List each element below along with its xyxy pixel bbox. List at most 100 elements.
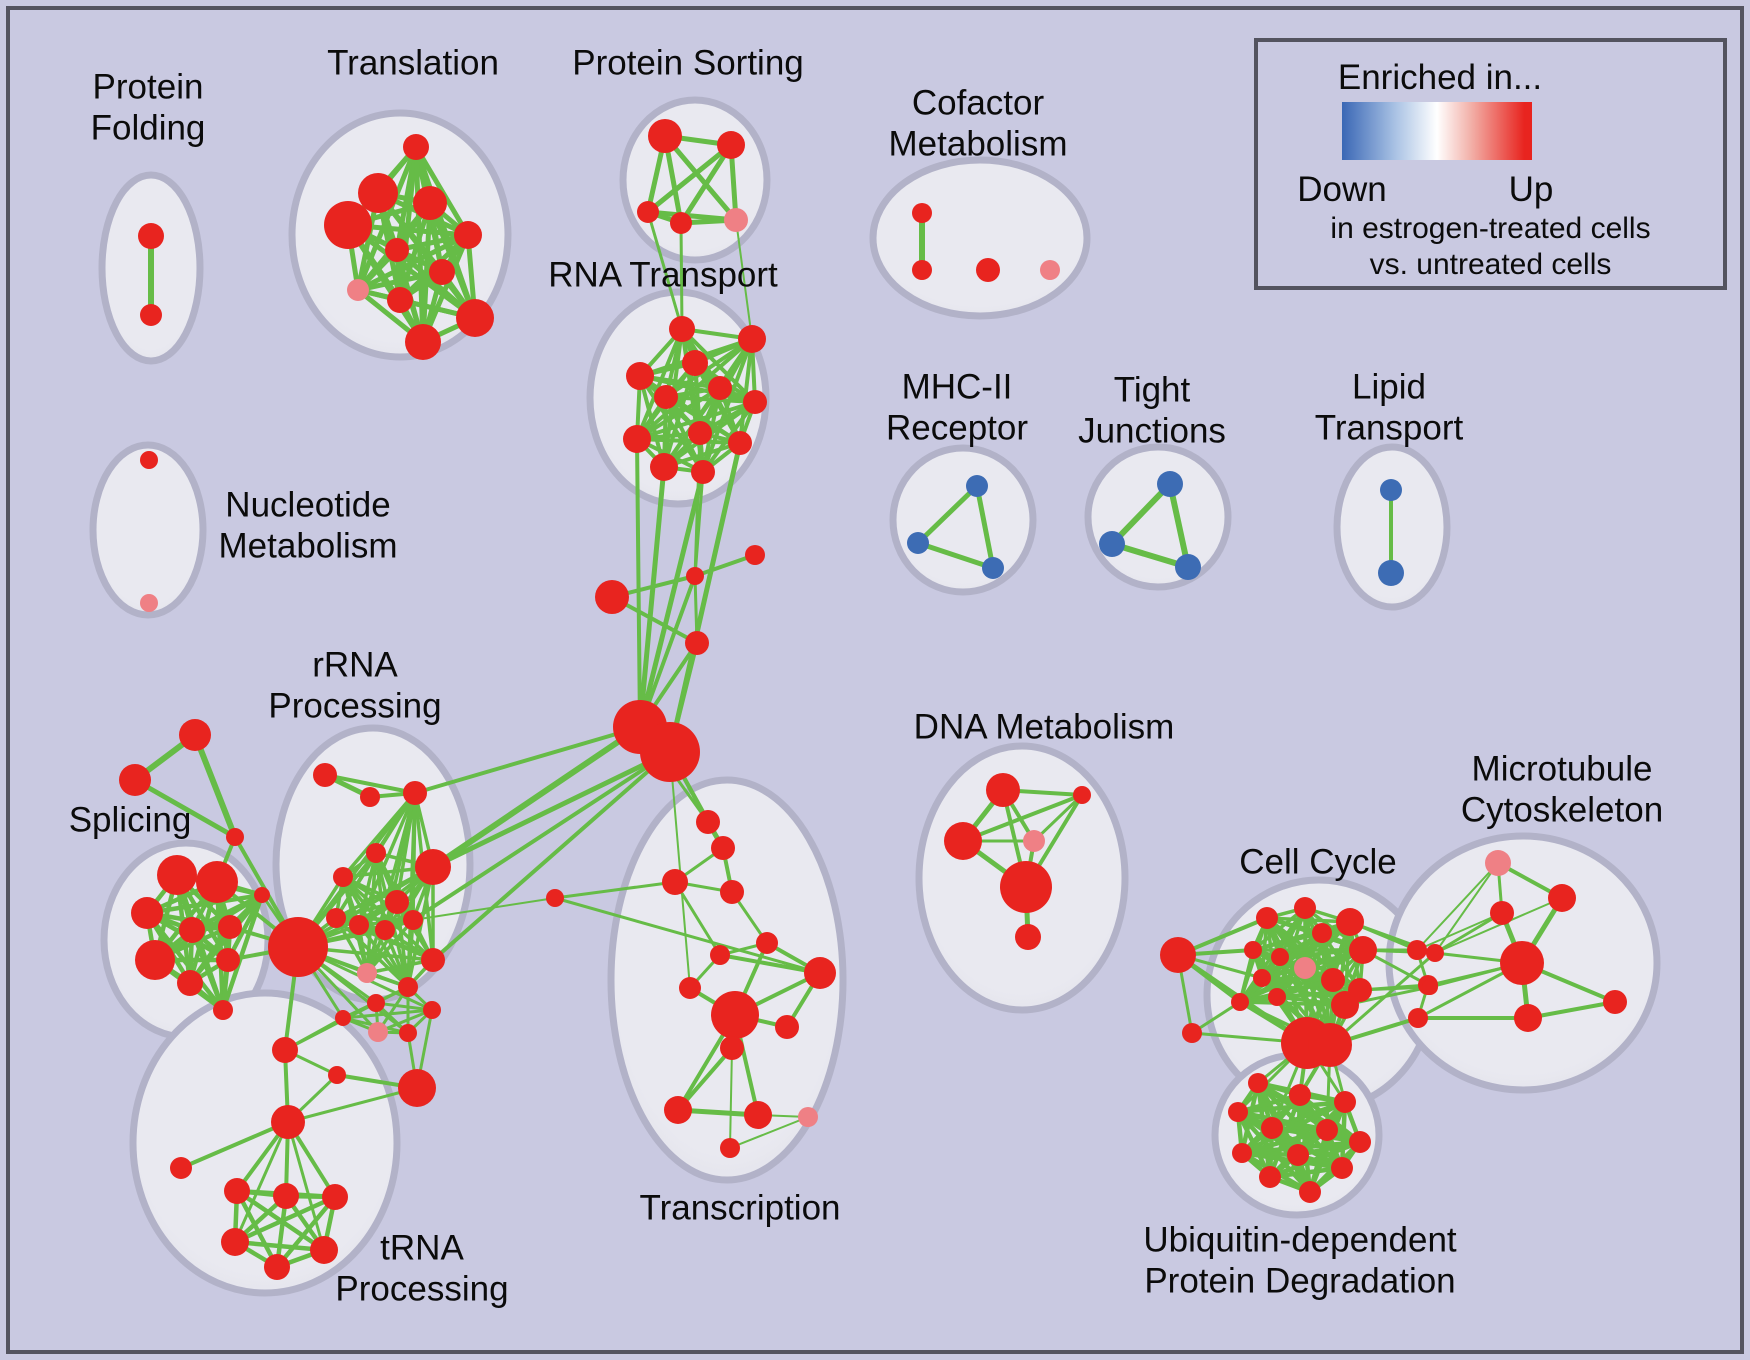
node-rt10 bbox=[728, 431, 752, 455]
node-dm6 bbox=[1015, 924, 1041, 950]
cluster-ellipse-nucleotide-metabolism bbox=[89, 441, 207, 619]
node-rt9 bbox=[623, 425, 651, 453]
node-lt1 bbox=[1380, 479, 1402, 501]
node-tx2 bbox=[711, 836, 735, 860]
node-ub7 bbox=[1349, 1131, 1371, 1153]
edge-tl5-tl11 bbox=[420, 232, 471, 345]
node-mc5 bbox=[1514, 1004, 1542, 1032]
node-st3 bbox=[226, 828, 244, 846]
edge-mc5-mc6 bbox=[1526, 1000, 1617, 1020]
node-tx9 bbox=[804, 957, 836, 989]
node-cc7 bbox=[1349, 936, 1377, 964]
node-cc17 bbox=[1407, 940, 1427, 960]
node-tx4 bbox=[720, 880, 744, 904]
node-tx6 bbox=[710, 945, 730, 965]
node-rr12 bbox=[268, 917, 328, 977]
node-ub2 bbox=[1289, 1084, 1311, 1106]
node-ub4 bbox=[1228, 1102, 1248, 1122]
edge-th-tc3 bbox=[286, 1086, 419, 1124]
node-mh3 bbox=[982, 557, 1004, 579]
node-cc5 bbox=[1336, 908, 1364, 936]
edge-th-h5 bbox=[286, 1120, 326, 1252]
edge-rt2-rt10 bbox=[738, 337, 754, 445]
edge-cc6-cc9 bbox=[1251, 931, 1324, 952]
node-sp6 bbox=[254, 887, 270, 903]
cluster-ellipse-protein-sorting bbox=[619, 96, 771, 264]
edge-rt9-rt10 bbox=[635, 437, 742, 445]
edge-tx5-tx3 bbox=[553, 880, 677, 900]
node-mj2 bbox=[1422, 979, 1438, 995]
node-sp1 bbox=[157, 855, 197, 895]
legend-title: Enriched in... bbox=[1337, 58, 1543, 97]
node-rr14 bbox=[421, 948, 445, 972]
node-cc10 bbox=[1271, 948, 1289, 966]
node-tx11 bbox=[775, 1015, 799, 1039]
node-dm1 bbox=[986, 773, 1020, 807]
node-cc4 bbox=[1294, 897, 1316, 919]
node-tl8 bbox=[347, 279, 369, 301]
legend-box: Enriched in... Down Up in estrogen-treat… bbox=[1254, 38, 1727, 290]
edge-th-ts bbox=[179, 1120, 290, 1170]
edge-rt2-rt6 bbox=[664, 337, 754, 399]
node-rt1 bbox=[669, 316, 695, 342]
edge-mh2-mh3 bbox=[915, 540, 996, 571]
node-sp8 bbox=[177, 970, 203, 996]
node-ub12 bbox=[1299, 1181, 1321, 1203]
edge-tx5-tx9 bbox=[553, 896, 822, 975]
node-sp7 bbox=[135, 940, 175, 980]
edge-ps1-ps5 bbox=[662, 133, 739, 223]
edge-tx6-tx9 bbox=[718, 953, 822, 975]
cluster-ellipse-tight-junctions bbox=[1084, 443, 1232, 591]
edge-st1-st3 bbox=[192, 732, 238, 840]
edge-h3-h6 bbox=[274, 1194, 338, 1270]
node-cm2 bbox=[912, 260, 932, 280]
node-cc1 bbox=[1160, 937, 1196, 973]
node-nm1 bbox=[140, 451, 158, 469]
edge-cc13-cc16 bbox=[1238, 1000, 1347, 1007]
node-tl3 bbox=[413, 186, 447, 220]
edge-mc2-mj1 bbox=[1434, 897, 1563, 954]
edge-ub6-ub8 bbox=[1239, 1127, 1330, 1156]
node-h5 bbox=[310, 1236, 338, 1264]
node-mc2 bbox=[1548, 884, 1576, 912]
edge-rr1-rr3 bbox=[323, 773, 417, 795]
node-ch6 bbox=[685, 631, 709, 655]
node-h2 bbox=[273, 1183, 299, 1209]
node-mj3 bbox=[1408, 1008, 1428, 1028]
node-mc1 bbox=[1485, 850, 1511, 876]
node-h1 bbox=[224, 1178, 250, 1204]
node-sp9 bbox=[216, 948, 240, 972]
node-ub6 bbox=[1316, 1119, 1338, 1141]
node-tj2 bbox=[1099, 531, 1125, 557]
edge-mj1-cc20 bbox=[1328, 951, 1437, 1047]
node-ps2 bbox=[717, 131, 745, 159]
node-ub1 bbox=[1248, 1073, 1268, 1093]
edge-h3-h4 bbox=[232, 1194, 338, 1245]
node-lt2 bbox=[1378, 560, 1404, 586]
node-cc14 bbox=[1321, 968, 1345, 992]
edge-rr6-rr15 bbox=[406, 865, 435, 989]
legend-down-label: Down bbox=[1297, 170, 1387, 209]
node-dm5 bbox=[1000, 861, 1052, 913]
edge-ps2-ps3 bbox=[645, 142, 734, 215]
node-ub8 bbox=[1232, 1143, 1252, 1163]
node-rt4 bbox=[626, 362, 654, 390]
edge-rt1-rt9 bbox=[635, 327, 684, 441]
edge-ps2-ps4 bbox=[678, 142, 734, 226]
edge-sp3-sp6 bbox=[144, 892, 265, 916]
node-rr16 bbox=[367, 994, 385, 1012]
edge-ps4-rt1 bbox=[679, 221, 684, 331]
edge-ch2-rr11 bbox=[411, 750, 672, 922]
node-tl2 bbox=[358, 173, 398, 213]
node-ps4 bbox=[670, 212, 692, 234]
edge-tx15-tx16 bbox=[729, 1116, 809, 1149]
node-rr7 bbox=[385, 890, 409, 914]
legend-subtitle-line2: vs. untreated cells bbox=[1369, 248, 1612, 281]
edge-cc17-mc3 bbox=[1416, 912, 1503, 951]
node-tl11 bbox=[405, 324, 441, 360]
node-dm3 bbox=[944, 822, 982, 860]
node-rt12 bbox=[691, 460, 715, 484]
node-ch4 bbox=[595, 580, 629, 614]
node-ch2 bbox=[640, 722, 700, 782]
